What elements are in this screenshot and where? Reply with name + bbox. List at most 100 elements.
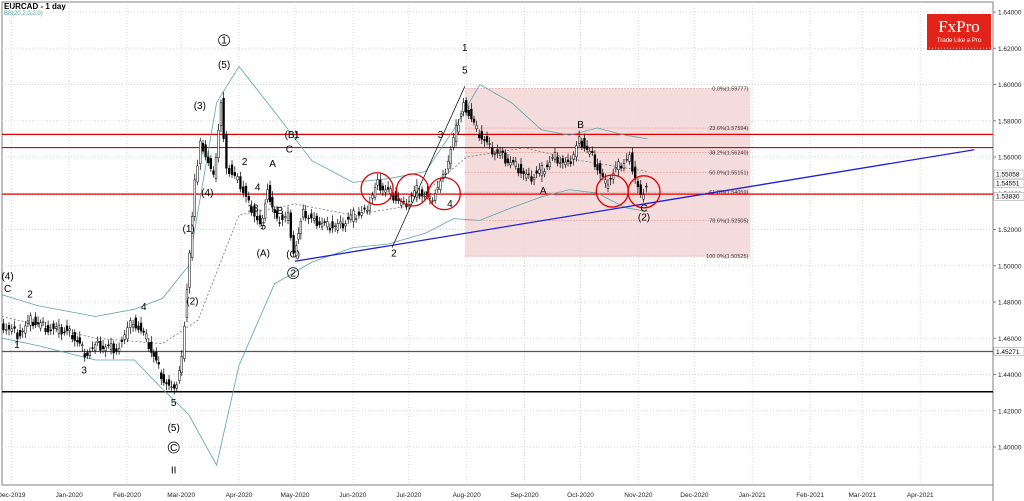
candle-body [596, 164, 599, 171]
candle-body [307, 217, 310, 220]
candle-body [281, 214, 284, 221]
candle-body [5, 329, 8, 331]
price-tag [993, 179, 1024, 188]
candle-body [617, 161, 620, 170]
candle-body [188, 252, 191, 288]
candle-body [441, 174, 445, 179]
candle-body [545, 164, 549, 168]
candle-body [266, 189, 269, 200]
candle-body [548, 161, 551, 168]
fibonacci-level-label: 100.0%(1.50525) [706, 254, 748, 260]
candle-body [131, 324, 135, 328]
candle-body [352, 210, 355, 222]
candle-body [93, 344, 97, 351]
candle-body [228, 167, 231, 174]
candle-body [225, 134, 228, 169]
candle-body [604, 179, 607, 184]
candle-body [498, 152, 502, 156]
candle-body [21, 330, 24, 333]
wave-label: 3 [253, 203, 259, 214]
candle-body [170, 386, 173, 388]
candle-body [96, 340, 99, 343]
candle-body [312, 218, 316, 221]
candle-body [236, 176, 239, 181]
price-tag [993, 192, 1024, 201]
x-tick-label: Aug-2020 [453, 492, 482, 499]
fibonacci-level-label: 0.0%(1.59777) [712, 87, 748, 93]
price-tag-label: 1.53830 [996, 194, 1020, 201]
candle-body [167, 379, 171, 386]
candle-body [101, 345, 105, 349]
x-tick-label: Jul-2020 [396, 492, 421, 499]
candle-body [642, 194, 645, 200]
candle-body [467, 109, 470, 116]
candle-body [530, 176, 533, 182]
x-tick-label: Oct-2020 [567, 492, 594, 499]
y-tick-label: 1.42000 [998, 408, 1022, 415]
candle-body [120, 339, 124, 342]
candle-body [341, 223, 345, 229]
wave-label: 4 [447, 199, 453, 210]
wave-label: C [4, 284, 11, 295]
candle-body [333, 225, 337, 227]
candle-body [553, 152, 557, 160]
wave-label: 5 [171, 398, 177, 409]
candle-body [540, 165, 544, 177]
x-tick-label: Apr-2020 [226, 492, 253, 499]
fibonacci-level-label: 78.6%(1.52505) [709, 218, 748, 224]
candle-body [137, 325, 140, 330]
wave-label: B [577, 120, 584, 131]
x-tick-label: Mar-2021 [848, 492, 876, 499]
candle-body [410, 194, 413, 197]
candle-body [60, 326, 63, 335]
candle-body [366, 210, 369, 212]
candle-body [462, 102, 465, 112]
wave-label: 2 [27, 289, 33, 300]
candle-body [18, 330, 22, 337]
candle-body [344, 223, 347, 227]
candle-body [268, 185, 272, 202]
candle-body [275, 210, 279, 219]
candle-body [34, 316, 37, 325]
candle-body [392, 195, 395, 201]
candle-body [566, 159, 570, 162]
candle-body [183, 326, 186, 359]
candle-body [123, 334, 126, 340]
candle-body [517, 167, 520, 174]
candle-body [41, 321, 45, 324]
candle-body [349, 214, 352, 220]
candle-body [447, 161, 450, 170]
candle-body [636, 181, 640, 188]
fibonacci-level-label: 61.8%(1.54059) [709, 190, 748, 196]
candle-body [493, 153, 497, 155]
candle-body [65, 325, 69, 331]
highlight-circle [395, 173, 430, 207]
candle-body [601, 173, 604, 177]
wave-label: (5) [168, 423, 180, 434]
candle-body [199, 140, 202, 164]
candle-body [222, 98, 225, 139]
candle-body [470, 108, 473, 120]
x-tick-label: Feb-2020 [113, 492, 141, 499]
bollinger-upper-line [1, 65, 648, 317]
candle-body [379, 179, 382, 191]
candle-body [91, 347, 94, 349]
candle-body [310, 213, 313, 219]
candle-body [457, 124, 460, 133]
x-tick-label: Mar-2020 [167, 492, 195, 499]
candle-body [320, 223, 324, 228]
candle-body [559, 162, 562, 164]
price-tag [993, 347, 1024, 356]
wave-label: II [171, 465, 177, 476]
candle-body [147, 342, 150, 349]
candle-body [569, 161, 572, 164]
wave-label: 2 [290, 269, 296, 280]
highlight-circle [360, 172, 394, 206]
x-tick-label: Jan-2020 [56, 492, 83, 499]
candle-body [304, 211, 307, 219]
highlight-circle [427, 176, 461, 211]
candle-body [173, 384, 176, 389]
candle-body [31, 322, 35, 326]
candle-body [129, 320, 132, 328]
